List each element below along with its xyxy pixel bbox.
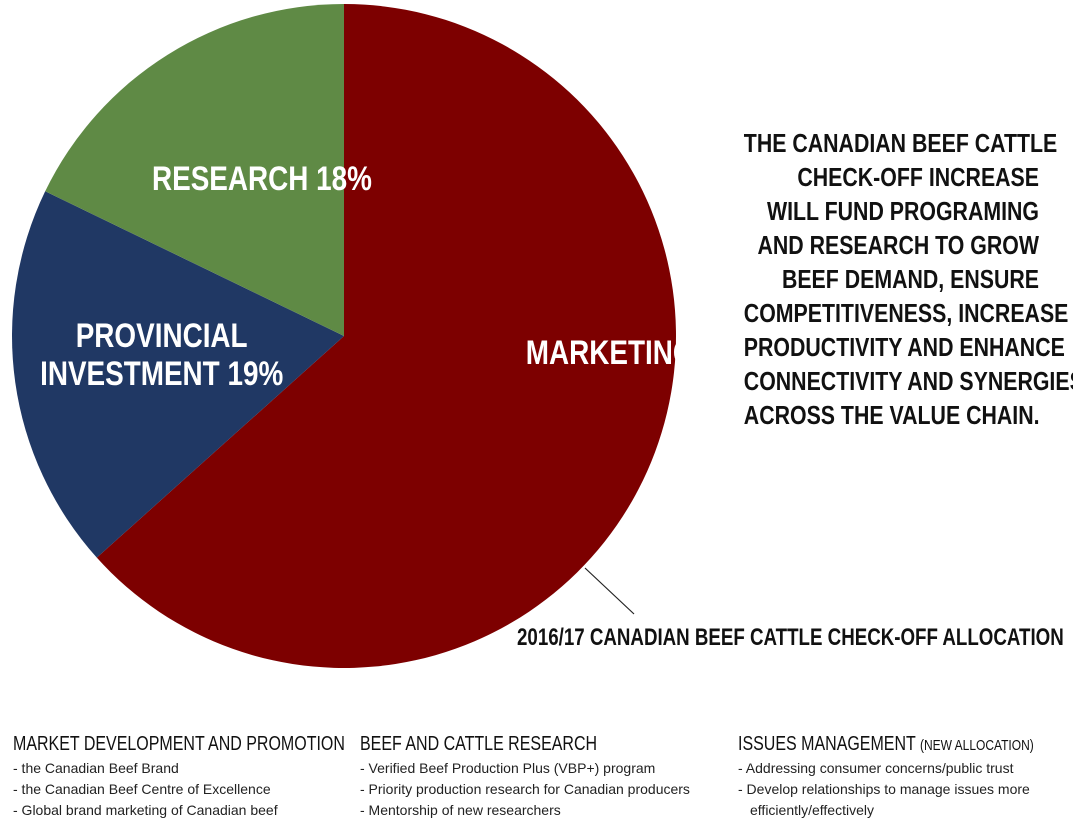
list-item: - the Canadian Beef Centre of Excellence [13, 781, 271, 797]
column-item-list: - the Canadian Beef Brand - the Canadian… [13, 758, 428, 821]
caption-leader-line [584, 567, 635, 615]
list-item-continuation: efficiently/effectively [750, 802, 874, 818]
list-item-text: - Develop relationships to manage issues… [738, 781, 1030, 797]
column-title: ISSUES MANAGEMENT (NEW ALLOCATION) [738, 732, 1034, 758]
chart-title: 2016/17 CANADIAN BEEF CATTLE CHECK-OFF A… [517, 624, 1064, 651]
column-item-list: - Verified Beef Production Plus (VBP+) p… [360, 758, 690, 821]
statement-line: PRODUCTIVITY AND ENHANCE [743, 332, 1065, 362]
column-title: BEEF AND CATTLE RESEARCH [360, 732, 624, 758]
column-market-development: MARKET DEVELOPMENT AND PROMOTION - the C… [13, 732, 428, 821]
list-item: - Verified Beef Production Plus (VBP+) p… [360, 760, 656, 776]
slice-provincial-investment [12, 191, 344, 558]
statement-line: ACROSS THE VALUE CHAIN. [743, 400, 1040, 430]
statement-line: WILL FUND PROGRAMING [766, 196, 1039, 226]
column-title: MARKET DEVELOPMENT AND PROMOTION [13, 732, 345, 758]
slice-research [45, 4, 344, 336]
list-item: - the Canadian Beef Brand [13, 760, 179, 776]
statement-line: COMPETITIVENESS, INCREASE [743, 298, 1069, 328]
statement-line: CONNECTIVITY AND SYNERGIES [743, 366, 1073, 396]
list-item: - Global brand marketing of Canadian bee… [13, 802, 278, 818]
slice-marketing-label: MARKETING 64% [526, 333, 758, 371]
column-beef-cattle-research: BEEF AND CATTLE RESEARCH - Verified Beef… [360, 732, 690, 821]
statement-line: BEEF DEMAND, ENSURE [781, 264, 1039, 294]
slice-provincial-investment-label: PROVINCIAL INVESTMENT 19% [40, 316, 283, 392]
column-item-list: - Addressing consumer concerns/public tr… [738, 758, 1073, 821]
column-title-suffix: (NEW ALLOCATION) [919, 737, 1034, 754]
statement-line: AND RESEARCH TO GROW [757, 230, 1039, 260]
column-title-text: MARKET DEVELOPMENT AND PROMOTION [13, 733, 345, 755]
column-issues-management: ISSUES MANAGEMENT (NEW ALLOCATION) - Add… [738, 732, 1073, 821]
column-title-text: BEEF AND CATTLE RESEARCH [360, 733, 598, 755]
list-item: - Develop relationships to manage issues… [738, 779, 1073, 821]
column-title-text: ISSUES MANAGEMENT [738, 733, 916, 755]
statement-line: CHECK-OFF INCREASE [797, 162, 1039, 192]
list-item: - Priority production research for Canad… [360, 781, 690, 797]
funding-statement: THE CANADIAN BEEF CATTLE CHECK-OFF INCRE… [743, 126, 1073, 432]
slice-research-label: RESEARCH 18% [152, 159, 372, 197]
list-item: - Mentorship of new researchers [360, 802, 561, 818]
slice-marketing [96, 4, 677, 668]
statement-line: THE CANADIAN BEEF CATTLE [743, 128, 1058, 158]
list-item: - Addressing consumer concerns/public tr… [738, 760, 1014, 776]
